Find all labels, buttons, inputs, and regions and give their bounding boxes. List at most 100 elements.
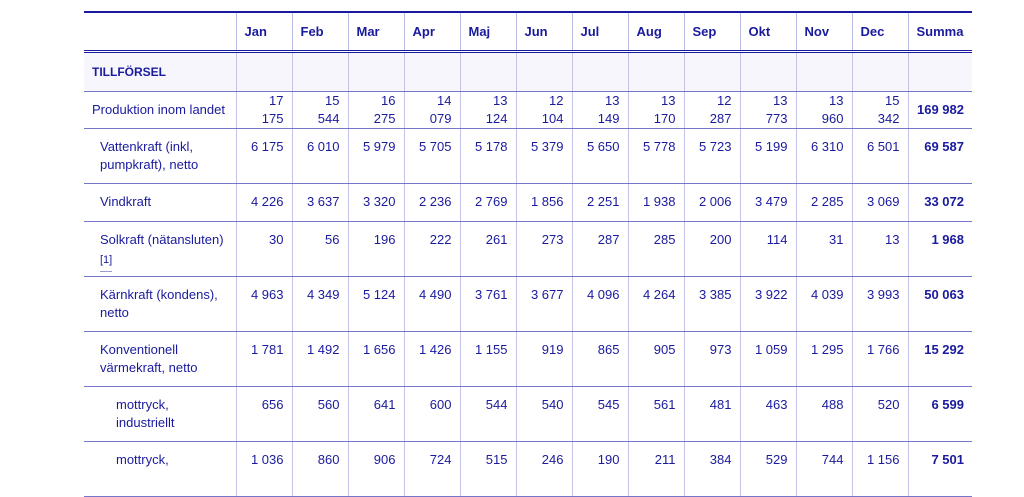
- header-maj: Maj: [459, 11, 516, 53]
- cell-value: 200: [683, 221, 740, 277]
- cell-value: 488: [795, 386, 852, 442]
- row-label: mottryck, industriellt: [84, 386, 236, 442]
- cell-value: 4 226: [235, 183, 292, 222]
- empty-cell: [571, 51, 628, 92]
- cell-value: 1 766: [851, 331, 908, 387]
- cell-value: 1 656: [347, 331, 404, 387]
- cell-value: 16 275: [347, 91, 404, 129]
- row-label: Solkraft (nätansluten): [100, 232, 224, 247]
- cell-value: 273: [515, 221, 572, 277]
- cell-value: 600: [403, 386, 460, 442]
- row-label: Vattenkraft (inkl, pumpkraft), netto: [84, 128, 236, 184]
- cell-value: 5 723: [683, 128, 740, 184]
- empty-cell: [291, 51, 348, 92]
- cell-value: 13: [851, 221, 908, 277]
- cell-value: 2 236: [403, 183, 460, 222]
- cell-value: 724: [403, 441, 460, 497]
- cell-value: 17 175: [235, 91, 292, 129]
- cell-value: 545: [571, 386, 628, 442]
- header-jan: Jan: [235, 11, 292, 53]
- cell-value: 906: [347, 441, 404, 497]
- cell-value: 13 960: [795, 91, 852, 129]
- empty-cell: [683, 51, 740, 92]
- cell-value: 5 199: [739, 128, 796, 184]
- row-label: Konventionell värmekraft, netto: [84, 331, 236, 387]
- cell-value: 481: [683, 386, 740, 442]
- cell-value: 656: [235, 386, 292, 442]
- empty-cell: [459, 51, 516, 92]
- header-feb: Feb: [291, 11, 348, 53]
- cell-value: 13 170: [627, 91, 684, 129]
- cell-value: 5 705: [403, 128, 460, 184]
- cell-value: 744: [795, 441, 852, 497]
- cell-value: 114: [739, 221, 796, 277]
- cell-value: 12 104: [515, 91, 572, 129]
- cell-sum: 33 072: [907, 183, 972, 222]
- cell-value: 1 059: [739, 331, 796, 387]
- cell-value: 919: [515, 331, 572, 387]
- cell-value: 3 922: [739, 276, 796, 332]
- cell-value: 287: [571, 221, 628, 277]
- table-row: Vattenkraft (inkl, pumpkraft), netto 6 1…: [84, 128, 972, 184]
- cell-value: 15 544: [291, 91, 348, 129]
- row-label: Produktion inom landet: [84, 91, 236, 129]
- cell-value: 2 251: [571, 183, 628, 222]
- empty-cell: [627, 51, 684, 92]
- table-row: mottryck, 1 036 860 906 724 515 246 190 …: [84, 441, 972, 497]
- cell-value: 520: [851, 386, 908, 442]
- header-jun: Jun: [515, 11, 572, 53]
- cell-value: 973: [683, 331, 740, 387]
- row-label: mottryck,: [84, 441, 236, 497]
- cell-value: 56: [291, 221, 348, 277]
- cell-value: 3 761: [459, 276, 516, 332]
- footnote-link[interactable]: [1]: [100, 251, 113, 272]
- cell-value: 285: [627, 221, 684, 277]
- cell-value: 529: [739, 441, 796, 497]
- cell-value: 5 379: [515, 128, 572, 184]
- section-label: TILLFÖRSEL: [84, 51, 236, 92]
- cell-value: 1 938: [627, 183, 684, 222]
- cell-value: 5 178: [459, 128, 516, 184]
- header-sep: Sep: [683, 11, 740, 53]
- row-label-cell: Solkraft (nätansluten) [1]: [84, 221, 236, 277]
- cell-value: 544: [459, 386, 516, 442]
- cell-sum: 169 982: [907, 91, 972, 129]
- cell-value: 4 264: [627, 276, 684, 332]
- cell-value: 3 385: [683, 276, 740, 332]
- cell-sum: 15 292: [907, 331, 972, 387]
- empty-cell: [403, 51, 460, 92]
- table-row: Solkraft (nätansluten) [1] 30 56 196 222…: [84, 221, 972, 277]
- cell-value: 860: [291, 441, 348, 497]
- cell-value: 3 993: [851, 276, 908, 332]
- cell-value: 246: [515, 441, 572, 497]
- cell-sum: 1 968: [907, 221, 972, 277]
- cell-value: 561: [627, 386, 684, 442]
- cell-value: 3 677: [515, 276, 572, 332]
- table-row: Konventionell värmekraft, netto 1 781 1 …: [84, 331, 972, 387]
- cell-value: 31: [795, 221, 852, 277]
- cell-value: 6 010: [291, 128, 348, 184]
- cell-value: 190: [571, 441, 628, 497]
- section-row: TILLFÖRSEL: [84, 51, 972, 92]
- cell-value: 3 069: [851, 183, 908, 222]
- cell-value: 641: [347, 386, 404, 442]
- row-label: Vindkraft: [84, 183, 236, 222]
- table-container: Jan Feb Mar Apr Maj Jun Jul Aug Sep Okt …: [84, 11, 972, 497]
- empty-cell: [739, 51, 796, 92]
- cell-value: 13 149: [571, 91, 628, 129]
- header-jul: Jul: [571, 11, 628, 53]
- empty-cell: [235, 51, 292, 92]
- cell-sum: 69 587: [907, 128, 972, 184]
- header-aug: Aug: [627, 11, 684, 53]
- header-row: Jan Feb Mar Apr Maj Jun Jul Aug Sep Okt …: [84, 11, 972, 53]
- cell-value: 1 781: [235, 331, 292, 387]
- cell-value: 196: [347, 221, 404, 277]
- electricity-table: Jan Feb Mar Apr Maj Jun Jul Aug Sep Okt …: [84, 11, 972, 497]
- cell-value: 1 426: [403, 331, 460, 387]
- empty-cell: [515, 51, 572, 92]
- cell-value: 3 320: [347, 183, 404, 222]
- cell-value: 3 637: [291, 183, 348, 222]
- cell-value: 12 287: [683, 91, 740, 129]
- table-row: Vindkraft 4 226 3 637 3 320 2 236 2 769 …: [84, 183, 972, 222]
- cell-sum: 6 599: [907, 386, 972, 442]
